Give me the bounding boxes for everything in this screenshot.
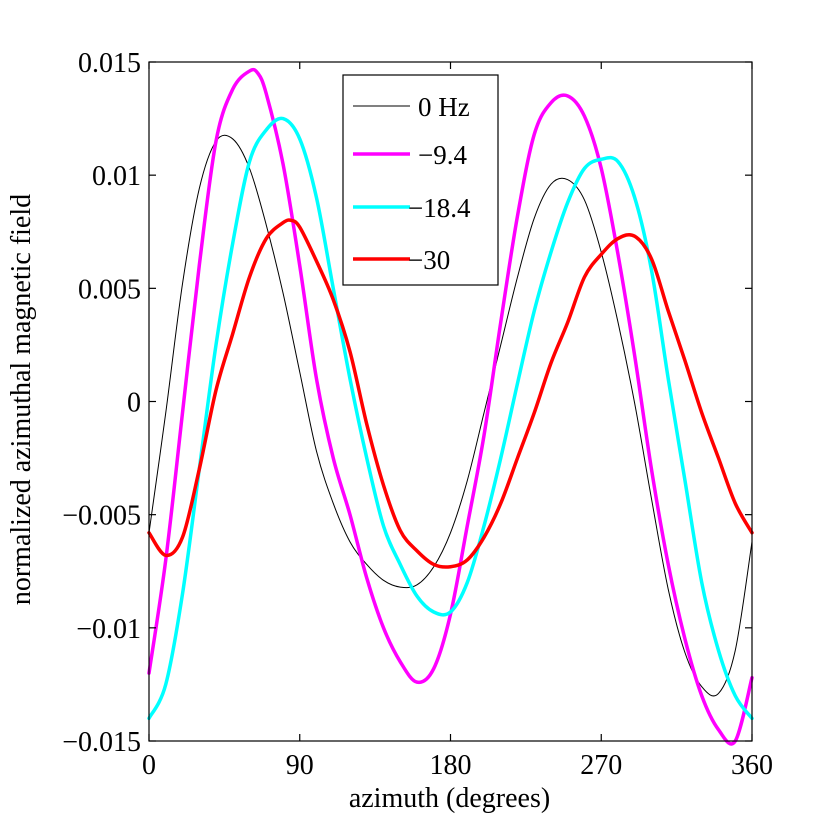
x-tick-label: 360	[731, 750, 773, 781]
legend: 0 Hz −9.4 −18.4 −30	[342, 74, 499, 286]
legend-label-minus-9-4: −9.4	[418, 140, 467, 170]
x-tick-label: 270	[580, 750, 622, 781]
x-tick-label: 0	[142, 750, 156, 781]
series-layer	[147, 67, 754, 746]
y-tick-label: 0	[127, 388, 141, 419]
y-tick-label: 0.015	[78, 48, 141, 79]
series-line-minus-9-4	[147, 67, 754, 746]
legend-label-0hz: 0 Hz	[418, 92, 470, 122]
series-line-minus-18-4	[147, 116, 754, 721]
series-line-0hz	[148, 134, 753, 697]
y-tick-label: 0.005	[78, 274, 141, 305]
legend-box	[342, 74, 499, 286]
series-line-minus-30	[147, 218, 754, 569]
axes-layer: 0 90 180 270 360 −0.015 −0.01 −0.005 0 0.005 0.01 0…	[6, 48, 773, 814]
x-tick-label: 90	[286, 750, 314, 781]
x-tick-label: 180	[430, 750, 472, 781]
y-tick-label: −0.015	[62, 727, 141, 758]
y-tick-label: 0.01	[92, 161, 141, 192]
y-tick-label: −0.01	[76, 614, 141, 645]
legend-label-minus-30: −30	[408, 245, 450, 275]
legend-label-minus-18-4: −18.4	[408, 193, 471, 223]
y-tick-label: −0.005	[62, 501, 141, 532]
y-axis-label: normalized azimuthal magnetic field	[6, 194, 37, 605]
x-axis-label: azimuth (degrees)	[349, 783, 550, 814]
